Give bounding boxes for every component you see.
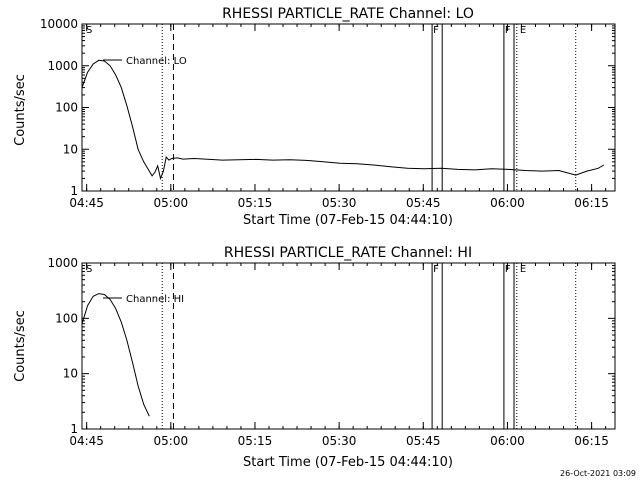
y-tick-label-lo: 10000 xyxy=(40,17,78,31)
y-tick-label-hi: 100 xyxy=(55,311,78,325)
panel-lo: RHESSI PARTICLE_RATE Channel: LO 04:45 05… xyxy=(13,6,616,228)
event-label-hi: E xyxy=(520,264,526,275)
series-line-lo xyxy=(81,59,605,181)
x-tick-label-hi: 05:45 xyxy=(406,434,441,448)
y-tick-label-hi: 1000 xyxy=(47,256,78,270)
x-tick-label-lo: 05:45 xyxy=(406,196,441,210)
x-tick-label-hi: 04:45 xyxy=(69,434,104,448)
x-tick-label-hi: 05:00 xyxy=(154,434,189,448)
x-axis-label-hi: Start Time (07-Feb-15 04:44:10) xyxy=(243,455,453,470)
x-tick-label-hi: 06:15 xyxy=(574,434,609,448)
x-tick-label-hi: 05:30 xyxy=(322,434,357,448)
series-line-hi xyxy=(81,293,150,417)
event-label-lo: E xyxy=(520,25,526,36)
y-tick-label-lo: 1000 xyxy=(47,59,78,73)
x-axis-label-lo: Start Time (07-Feb-15 04:44:10) xyxy=(243,213,453,228)
x-tick-label-lo: 06:15 xyxy=(574,196,609,210)
event-label-lo: F xyxy=(505,25,511,36)
x-tick-label-lo: 05:15 xyxy=(238,196,273,210)
x-tick-label-hi: 05:15 xyxy=(238,434,273,448)
event-label-hi: F xyxy=(433,264,439,275)
y-axis-label-lo: Counts/sec xyxy=(13,74,28,146)
axis-ticks-hi: 04:45 05:00 05:15 05:30 05:45 06:00 06:15 1 10 10… xyxy=(47,256,615,448)
axis-ticks-lo: 04:45 05:00 05:15 05:30 05:45 06:00 06:15 1 10 10… xyxy=(40,17,615,210)
event-label-hi: F xyxy=(505,264,511,275)
plot-frame-hi xyxy=(81,262,616,430)
y-tick-label-lo: 10 xyxy=(63,142,78,156)
legend-label-hi: Channel: HI xyxy=(126,294,184,305)
y-axis-label-hi: Counts/sec xyxy=(13,310,28,382)
chart-title-hi: RHESSI PARTICLE_RATE Channel: HI xyxy=(224,245,472,261)
y-tick-label-lo: 1 xyxy=(70,184,78,198)
legend-label-lo: Channel: LO xyxy=(126,56,187,67)
event-label-lo: F xyxy=(433,25,439,36)
y-tick-label-lo: 100 xyxy=(55,101,78,115)
y-tick-label-hi: 10 xyxy=(63,367,78,381)
chart-title-lo: RHESSI PARTICLE_RATE Channel: LO xyxy=(222,6,474,22)
series-group-lo xyxy=(81,59,605,181)
y-tick-label-hi: 1 xyxy=(70,422,78,436)
x-tick-label-lo: 04:45 xyxy=(69,196,104,210)
series-group-hi xyxy=(81,293,150,417)
x-tick-label-lo: 05:30 xyxy=(322,196,357,210)
event-label-lo: S xyxy=(86,25,92,36)
x-tick-label-lo: 05:00 xyxy=(154,196,189,210)
event-label-hi: S xyxy=(86,264,92,275)
x-tick-label-hi: 06:00 xyxy=(490,434,525,448)
timestamp: 26-Oct-2021 03:09 xyxy=(560,469,636,478)
x-tick-label-lo: 06:00 xyxy=(490,196,525,210)
panel-hi: RHESSI PARTICLE_RATE Channel: HI 04:45 05… xyxy=(13,245,616,470)
